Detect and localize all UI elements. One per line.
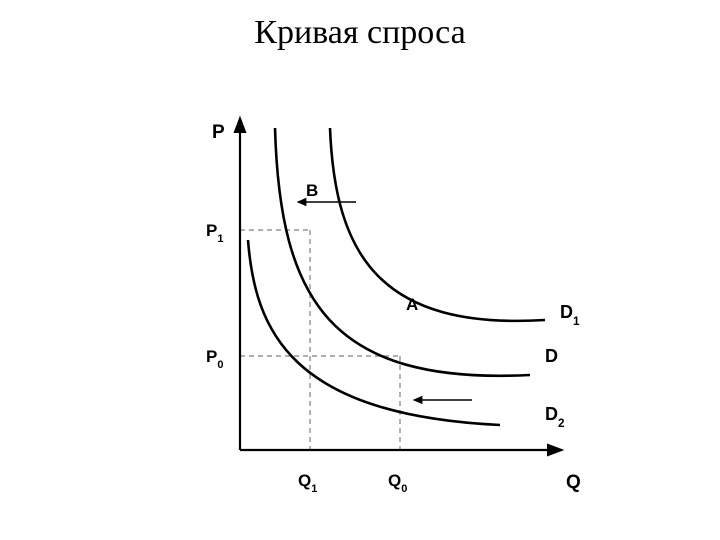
curve-d1-label: D1 bbox=[560, 302, 580, 328]
demand-chart: P Q P1 P0 Q1 Q0 A B D1 D D2 bbox=[0, 0, 720, 540]
shift-arrows bbox=[298, 202, 472, 400]
y-axis-label: P bbox=[212, 122, 225, 143]
guide-lines bbox=[240, 230, 400, 450]
point-b-label: B bbox=[306, 181, 318, 200]
curve-d bbox=[275, 128, 530, 376]
x-axis-label: Q bbox=[566, 472, 581, 493]
axes bbox=[240, 120, 560, 450]
curve-d2-label: D2 bbox=[545, 404, 565, 430]
curve-d2 bbox=[248, 240, 500, 425]
curve-d-label: D bbox=[545, 346, 558, 366]
curve-d1 bbox=[330, 128, 545, 321]
tick-p1: P1 bbox=[206, 221, 224, 245]
tick-p0: P0 bbox=[206, 347, 224, 371]
tick-q1: Q1 bbox=[298, 471, 317, 495]
demand-curves bbox=[248, 128, 545, 425]
point-a-label: A bbox=[406, 295, 418, 314]
tick-q0: Q0 bbox=[388, 471, 407, 495]
